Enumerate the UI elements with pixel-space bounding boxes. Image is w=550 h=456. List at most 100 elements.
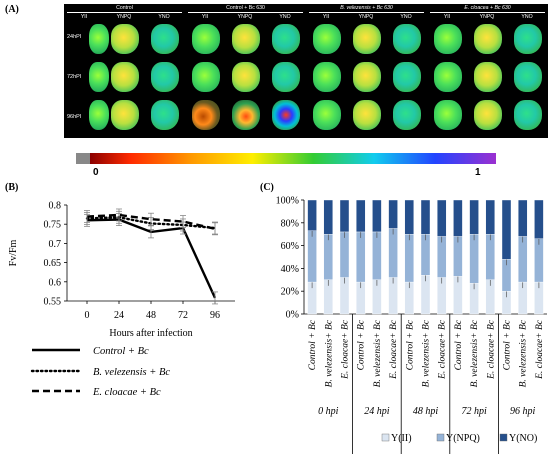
category-label: E. cloacae+ Bc xyxy=(438,319,448,380)
leaf-image xyxy=(514,24,542,54)
legend-label: Y(NO) xyxy=(509,433,537,444)
leaf-image xyxy=(111,62,139,92)
leaf-image xyxy=(313,62,341,92)
leaf-image xyxy=(434,100,462,130)
legend-swatch xyxy=(381,433,390,442)
stacked-bar-segment xyxy=(323,199,333,235)
leaf-image xyxy=(514,62,542,92)
stacked-bar-segment xyxy=(404,234,415,283)
leaf-image xyxy=(192,100,220,130)
stacked-bar-segment xyxy=(307,230,317,283)
category-label: E. cloacae+ Bc xyxy=(389,319,399,380)
x-tick-label: 96 xyxy=(210,310,220,321)
legend-label: Control + Bc xyxy=(93,346,149,357)
leaf-image xyxy=(192,24,220,54)
legend-swatch xyxy=(436,433,445,442)
category-label: Control + Bc xyxy=(454,319,464,370)
y-tick-label: 0.65 xyxy=(44,258,62,269)
leaf-image xyxy=(272,24,300,54)
y-tick-label: 100% xyxy=(276,196,299,207)
leaf-image xyxy=(232,62,260,92)
category-label: Control + Bc xyxy=(357,319,367,370)
panel-c-label: (C) xyxy=(260,182,274,193)
legend-label: B. velezensis + Bc xyxy=(93,367,170,378)
leaf-image xyxy=(151,100,179,130)
stacked-bar-segment xyxy=(339,199,350,233)
stacked-bar-segment xyxy=(420,234,431,276)
leaf-image xyxy=(474,100,502,130)
sub-header-yno: YNO xyxy=(279,14,291,20)
stacked-bar-segment xyxy=(355,231,366,283)
stacked-bar-segment xyxy=(355,199,366,233)
leaf-image xyxy=(232,100,260,130)
time-group-label: 48 hpi xyxy=(413,406,439,417)
category-label: Control + Bc xyxy=(405,319,415,370)
leaf-image xyxy=(393,100,421,130)
time-group-label: 96 hpi xyxy=(510,406,536,417)
stacked-bar-segment xyxy=(404,199,415,235)
panel-b-label: (B) xyxy=(5,182,19,193)
leaf-image xyxy=(353,24,381,54)
stacked-bar-segment xyxy=(534,199,544,239)
y-axis-title: Fv/Fm xyxy=(8,239,19,266)
sub-header-yii: YII xyxy=(322,14,330,20)
y-tick-label: 0% xyxy=(286,310,299,321)
stacked-bar-segment xyxy=(388,199,398,229)
leaf-image xyxy=(111,100,139,130)
leaf-image xyxy=(313,24,341,54)
leaf-image xyxy=(151,24,179,54)
stacked-bar-segment xyxy=(307,199,317,231)
leaf-image xyxy=(89,62,109,92)
leaf-image xyxy=(393,24,421,54)
y-tick-label: 60% xyxy=(281,241,299,252)
category-label: B. velezensis+ Bc xyxy=(470,319,480,387)
y-tick-label: 0.7 xyxy=(49,239,62,250)
sub-header-ynpq: YNPQ xyxy=(479,14,495,20)
leaf-image xyxy=(434,24,462,54)
stacked-bar-segment xyxy=(436,236,447,278)
leaf-image xyxy=(192,62,220,92)
leaf-image xyxy=(434,62,462,92)
sub-header-ynpq: YNPQ xyxy=(237,14,253,20)
row-label: 72hPI xyxy=(67,74,82,80)
category-label: B. velezensis+ Bc xyxy=(324,319,334,387)
x-tick-label: 72 xyxy=(178,310,188,321)
leaf-image xyxy=(89,24,109,54)
group-underline xyxy=(188,12,303,13)
row-label: 24hPI xyxy=(67,34,82,40)
category-label: E. cloacae+ Bc xyxy=(486,319,496,380)
category-label: Control + Bc xyxy=(308,319,318,370)
sub-header-yno: YNO xyxy=(158,14,170,20)
row-label: 96hPI xyxy=(67,114,82,120)
leaf-image xyxy=(272,100,300,130)
group-header: Control + Bc 630 xyxy=(226,5,265,11)
legend-label: Y(NPQ) xyxy=(446,433,480,444)
leaf-image xyxy=(272,62,300,92)
category-label: B. velezensis+ Bc xyxy=(422,319,432,387)
leaf-image xyxy=(474,62,502,92)
leaf-image xyxy=(514,100,542,130)
stacked-bar-segment xyxy=(372,199,382,233)
sub-header-yno: YNO xyxy=(521,14,533,20)
x-tick-label: 24 xyxy=(114,310,124,321)
category-label: E. cloacae+ Bc xyxy=(341,319,351,380)
group-header: Control xyxy=(116,5,133,11)
leaf-image xyxy=(232,24,260,54)
time-group-label: 0 hpi xyxy=(318,406,339,417)
color-scale-bar xyxy=(76,153,496,164)
stacked-bar-segment xyxy=(518,236,528,283)
y-tick-label: 80% xyxy=(281,218,299,229)
fvfm-line-chart: 0.55 0.6 0.65 0.7 0.75 0.8 0 24 48 72 96 Fv/Fm Hours… xyxy=(8,201,235,398)
fluorescence-image-grid: Control YII YNPQ YNO Control + Bc 630 YII YNPQ… xyxy=(64,4,548,138)
y-tick-label: 0.6 xyxy=(49,277,62,288)
stacked-bar-segment xyxy=(485,199,496,235)
sub-header-yii: YII xyxy=(80,14,88,20)
stacked-bar-segment xyxy=(469,234,479,284)
stacked-bar-segment xyxy=(339,231,350,278)
x-axis-title: Hours after infection xyxy=(109,328,192,339)
category-label: E. cloacae+ Bc xyxy=(535,319,545,380)
stacked-bar-segment xyxy=(501,199,512,260)
stacked-bar-segment xyxy=(388,228,398,278)
leaf-image xyxy=(111,24,139,54)
